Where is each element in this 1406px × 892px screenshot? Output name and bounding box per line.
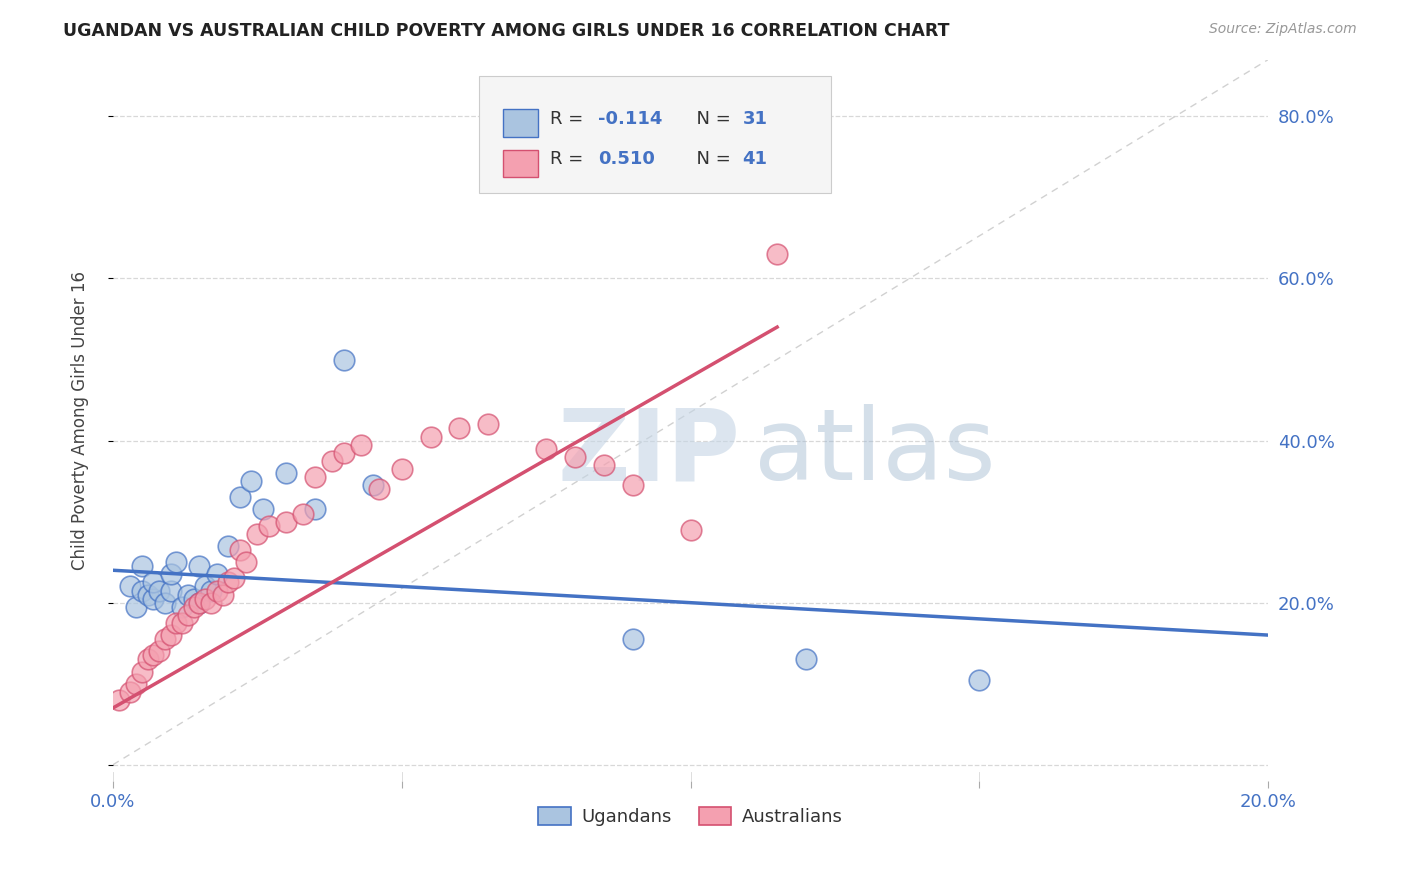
Point [304,502,326,516]
Point [142,648,165,663]
Point [361,478,384,492]
Point [159,628,181,642]
Legend: Ugandans, Australians: Ugandans, Australians [538,806,844,826]
Point [194,591,217,606]
Point [142,575,165,590]
Point [592,458,614,472]
Point [969,673,991,687]
Point [766,247,789,261]
Point [276,515,298,529]
Point [142,591,165,606]
Point [159,567,181,582]
Point [153,632,176,647]
FancyBboxPatch shape [503,110,538,136]
Point [235,555,257,569]
Text: N =: N = [685,110,737,128]
Point [794,652,817,666]
Point [621,478,644,492]
Point [172,615,194,630]
FancyBboxPatch shape [479,76,831,193]
Text: 41: 41 [742,150,768,169]
Text: N =: N = [685,150,737,169]
Point [159,583,181,598]
Point [229,491,252,505]
Point [391,462,413,476]
Point [292,507,315,521]
Point [172,599,194,614]
Point [252,502,274,516]
Point [148,583,170,598]
Point [177,607,200,622]
Text: Source: ZipAtlas.com: Source: ZipAtlas.com [1209,22,1357,37]
Text: 0.510: 0.510 [598,150,655,169]
Point [107,693,129,707]
Point [534,442,557,456]
Point [367,482,389,496]
Point [188,559,211,574]
Point [477,417,499,432]
Point [131,559,153,574]
Point [350,437,373,451]
Point [449,421,471,435]
Point [229,543,252,558]
Point [165,555,187,569]
Point [246,526,269,541]
Point [188,596,211,610]
Point [125,599,148,614]
Point [200,583,222,598]
Text: ZIP: ZIP [558,404,741,501]
Point [321,454,343,468]
Point [333,352,356,367]
Point [205,567,228,582]
Point [136,652,159,666]
Point [131,583,153,598]
Point [131,665,153,679]
Point [211,588,233,602]
Point [257,518,280,533]
Point [194,579,217,593]
Point [564,450,586,464]
Point [136,588,159,602]
Point [183,591,205,606]
Point [240,474,263,488]
Y-axis label: Child Poverty Among Girls Under 16: Child Poverty Among Girls Under 16 [72,271,89,570]
Text: 31: 31 [742,110,768,128]
Text: -0.114: -0.114 [598,110,662,128]
Point [183,599,205,614]
Point [153,596,176,610]
Text: R =: R = [550,150,589,169]
Point [205,583,228,598]
Text: UGANDAN VS AUSTRALIAN CHILD POVERTY AMONG GIRLS UNDER 16 CORRELATION CHART: UGANDAN VS AUSTRALIAN CHILD POVERTY AMON… [63,22,950,40]
Point [304,470,326,484]
Text: R =: R = [550,110,589,128]
Point [125,677,148,691]
Point [120,685,142,699]
Point [165,615,187,630]
Point [217,575,239,590]
Point [621,632,644,647]
Point [276,466,298,480]
Text: atlas: atlas [754,404,995,501]
Point [419,429,441,443]
Point [177,588,200,602]
Point [188,596,211,610]
Point [217,539,239,553]
Point [148,644,170,658]
FancyBboxPatch shape [503,150,538,178]
Point [679,523,702,537]
Point [120,579,142,593]
Point [200,596,222,610]
Point [224,571,246,585]
Point [333,446,356,460]
